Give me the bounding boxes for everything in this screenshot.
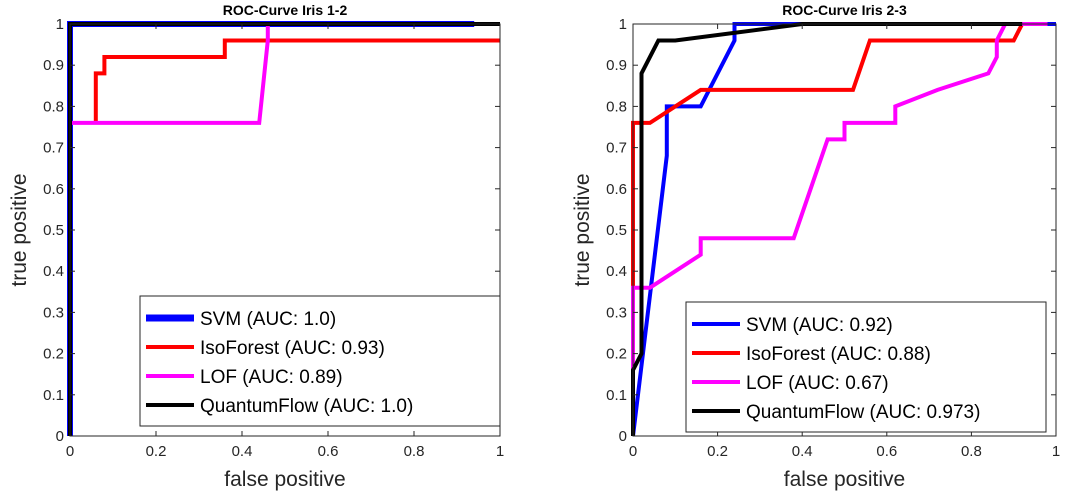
x-tick-label: 0 [629, 443, 637, 460]
y-tick-label: 0 [56, 428, 64, 445]
legend-label-svm: SVM (AUC: 1.0) [200, 309, 336, 330]
y-tick-label: 1 [56, 16, 64, 33]
series-line-lof [70, 24, 270, 125]
y-tick-label: 0.4 [43, 263, 64, 280]
y-tick-label: 0.9 [606, 57, 627, 74]
legend-label-svm: SVM (AUC: 0.92) [746, 315, 893, 336]
x-tick-label: 0.8 [404, 443, 425, 460]
legend-label-isoforest: IsoForest (AUC: 0.88) [746, 344, 931, 365]
y-tick-label: 0.8 [606, 98, 627, 115]
legend-label-quantumflow: QuantumFlow (AUC: 0.973) [746, 402, 980, 423]
y-tick-label: 0.5 [606, 222, 627, 239]
legend: SVM (AUC: 1.0) IsoForest (AUC: 0.93) LOF (… [139, 295, 501, 427]
x-tick-label: 0 [66, 443, 74, 460]
y-tick-label: 0.2 [43, 346, 64, 363]
y-tick-label: 0.4 [606, 263, 627, 280]
y-tick-label: 0.1 [606, 387, 627, 404]
series-line-lof [631, 22, 1048, 371]
legend-box [139, 295, 501, 427]
legend-box [685, 301, 1047, 433]
x-tick-label: 0.8 [961, 443, 982, 460]
x-tick-label: 0.6 [876, 443, 897, 460]
x-axis-label: false positive [784, 468, 905, 491]
y-tick-label: 0 [619, 428, 627, 445]
y-tick-label: 0.7 [606, 140, 627, 157]
legend: SVM (AUC: 0.92) IsoForest (AUC: 0.88) LOF … [685, 301, 1047, 433]
legend-label-isoforest: IsoForest (AUC: 0.93) [200, 338, 385, 359]
x-tick-label: 0.6 [318, 443, 339, 460]
y-tick-label: 0.6 [43, 181, 64, 198]
y-axis-label: true positive [571, 173, 594, 286]
x-tick-label: 1 [1052, 443, 1060, 460]
y-tick-label: 0.8 [43, 98, 64, 115]
legend-label-lof: LOF (AUC: 0.89) [200, 367, 343, 388]
y-tick-label: 0.2 [606, 346, 627, 363]
legend-label-quantumflow: QuantumFlow (AUC: 1.0) [200, 396, 413, 417]
y-tick-label: 0.1 [43, 387, 64, 404]
legend-label-lof: LOF (AUC: 0.67) [746, 373, 889, 394]
x-axis-label: false positive [224, 468, 345, 491]
y-tick-label: 0.7 [43, 140, 64, 157]
x-tick-label: 0.2 [146, 443, 167, 460]
chart-title: ROC-Curve Iris 1-2 [223, 2, 348, 18]
series-line-quantumflow [631, 22, 1023, 436]
x-tick-label: 1 [496, 443, 504, 460]
series-line-isoforest [93, 38, 500, 123]
y-tick-label: 0.6 [606, 181, 627, 198]
x-tick-label: 0.4 [232, 443, 253, 460]
chart-roc-iris-1-2: 0 0.2 0.4 0.6 0.8 1 0 0.1 0.2 0.3 0.4 0.5 0.6 0.7 0.8 0… [8, 2, 504, 491]
chart-title: ROC-Curve Iris 2-3 [782, 2, 907, 18]
chart-roc-iris-2-3: 0 0.2 0.4 0.6 0.8 1 0 0.1 0.2 0.3 0.4 0.5 0.6 0.7 0.8 0… [571, 2, 1060, 491]
y-tick-label: 0.9 [43, 57, 64, 74]
y-tick-label: 0.3 [43, 304, 64, 321]
y-tick-label: 0.5 [43, 222, 64, 239]
series-line-svm [631, 22, 1056, 437]
x-tick-label: 0.2 [707, 443, 728, 460]
y-axis-label: true positive [8, 173, 31, 286]
x-tick-label: 0.4 [792, 443, 813, 460]
y-tick-label: 1 [619, 16, 627, 33]
y-tick-label: 0.3 [606, 304, 627, 321]
